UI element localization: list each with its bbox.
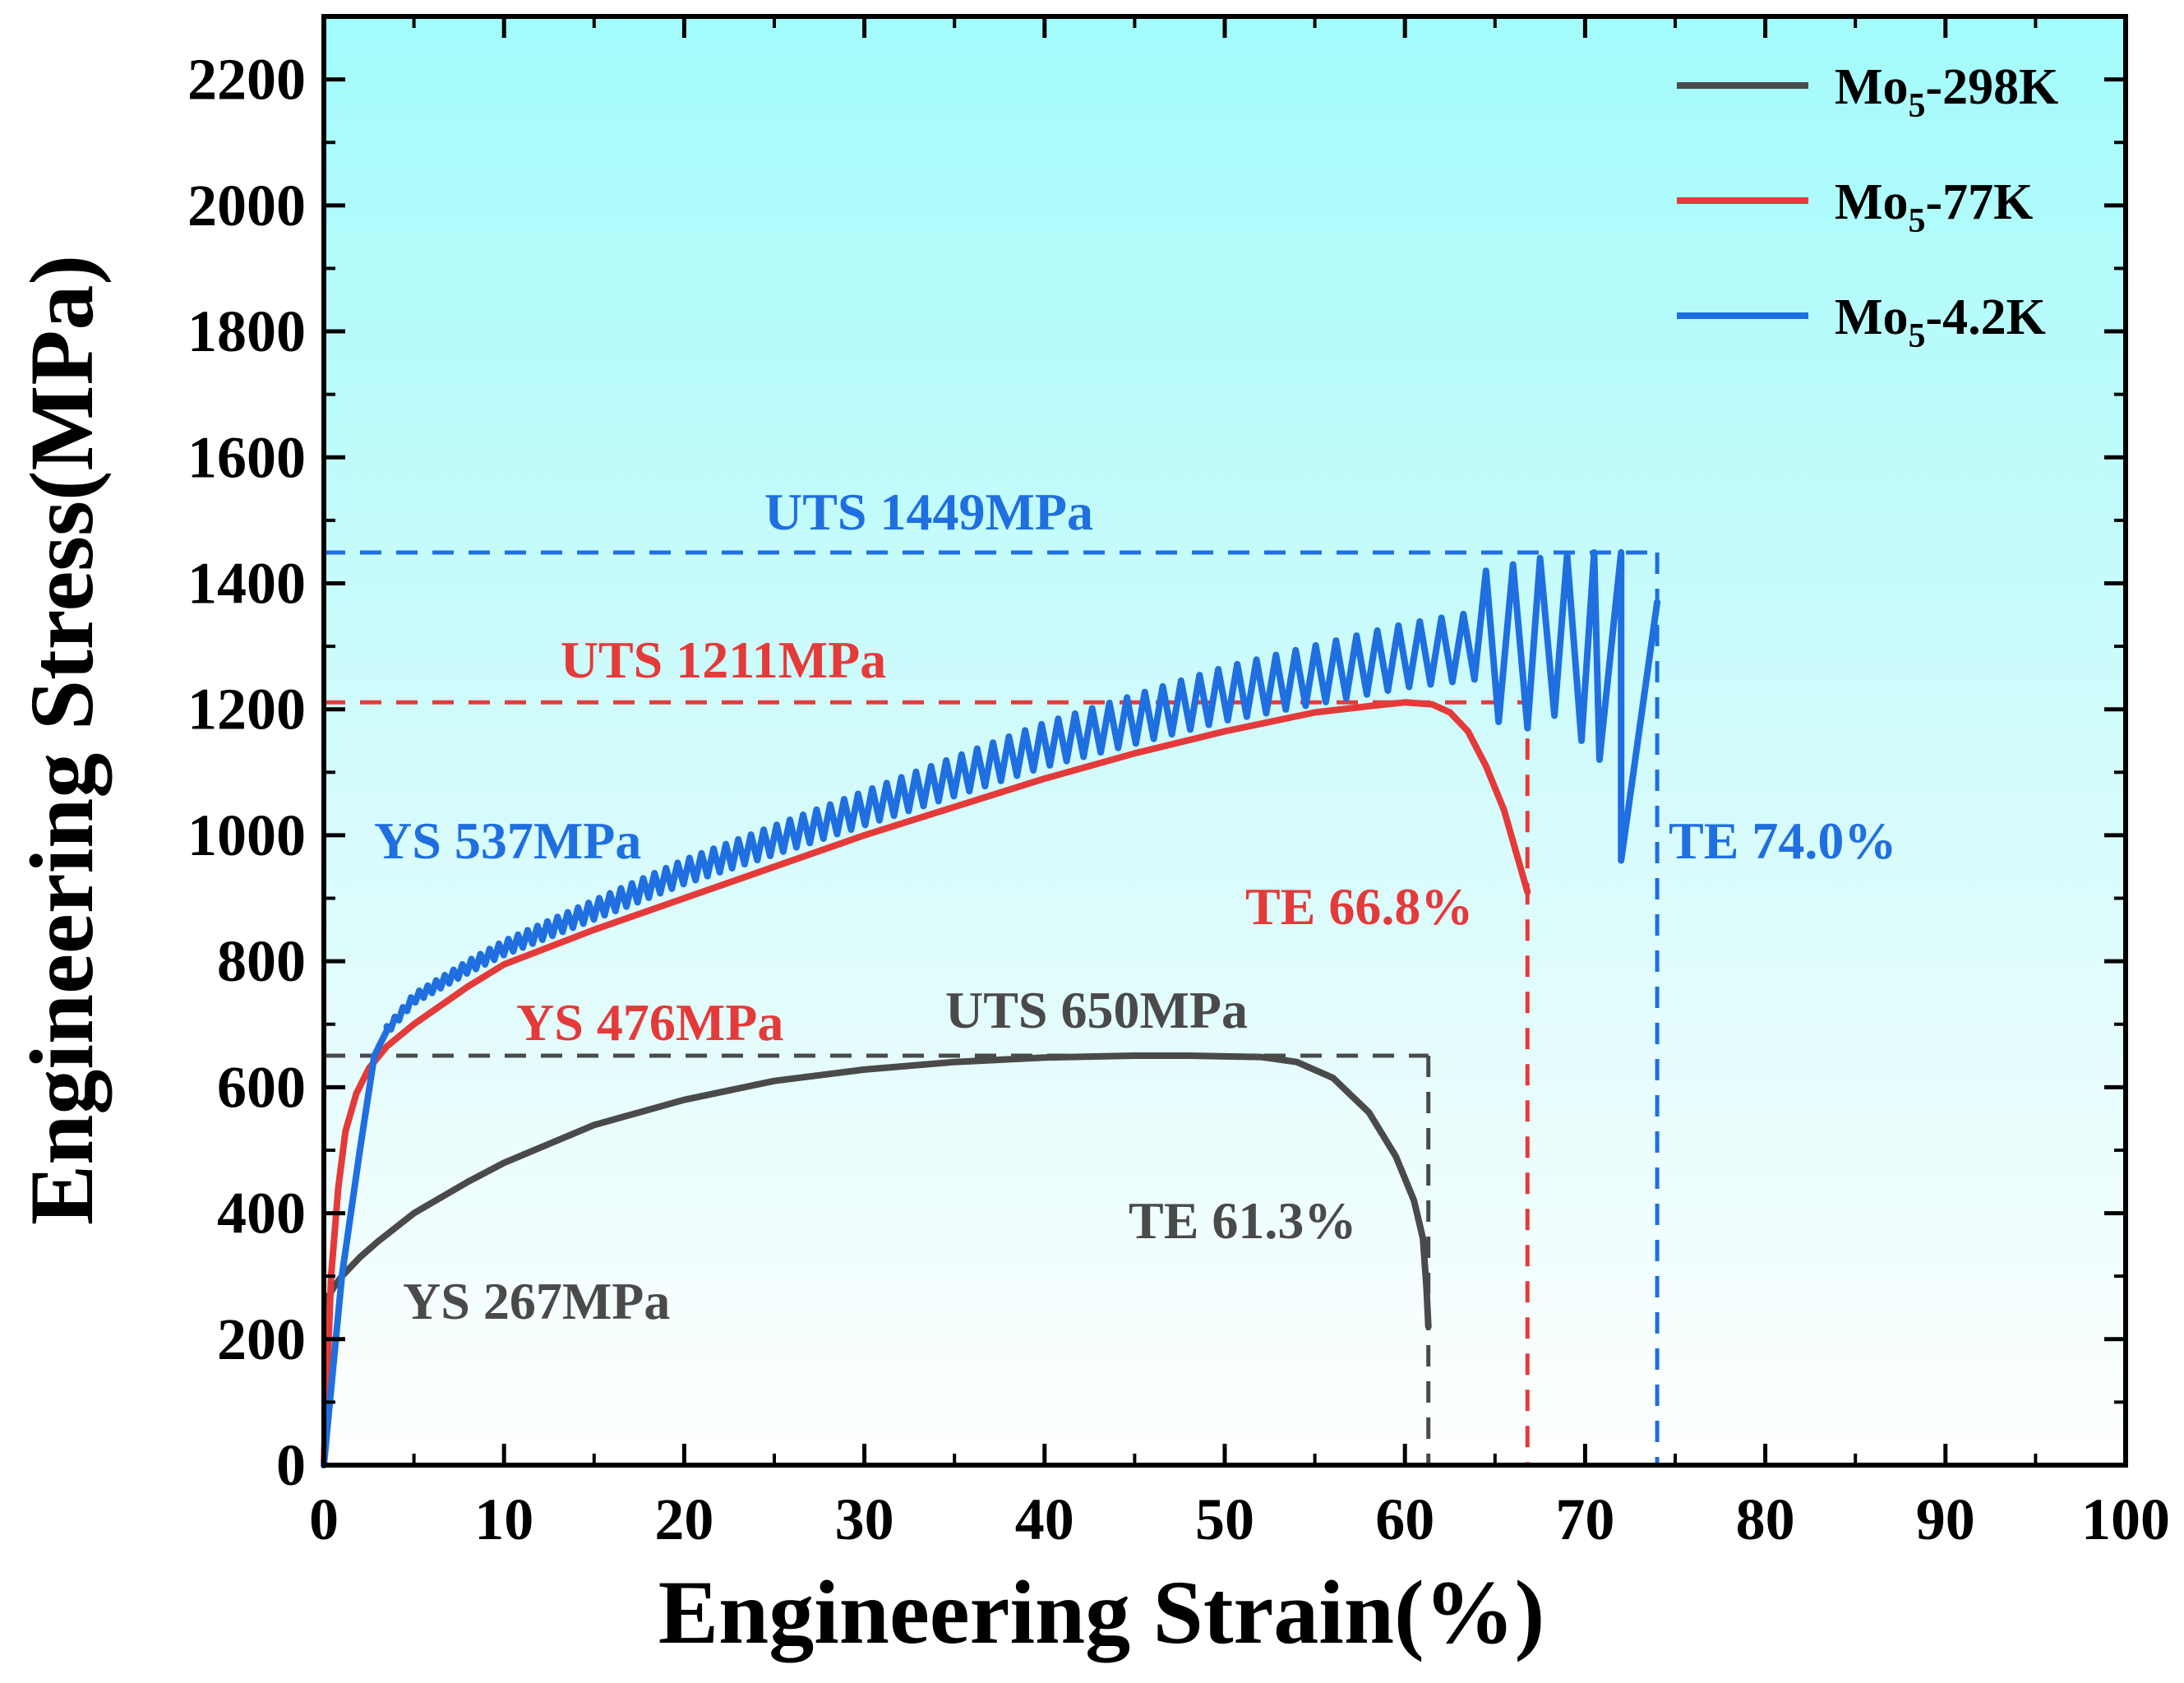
- x-tick-label: 60: [1375, 1486, 1434, 1552]
- series-line-0: [321, 1052, 1432, 1468]
- data-curves: [321, 548, 1661, 1468]
- annotation-ys-298k: YS 267MPa: [403, 1272, 670, 1330]
- annotation-uts-4k: UTS 1449MPa: [764, 483, 1093, 541]
- y-tick-label: 1200: [187, 677, 306, 742]
- x-tick-label: 50: [1195, 1486, 1254, 1552]
- plot-background: [324, 16, 2126, 1465]
- y-tick-label: 800: [217, 928, 306, 994]
- annotation-te-77k: TE 66.8%: [1245, 877, 1473, 936]
- annotation-ys-77k: YS 476MPa: [516, 993, 783, 1052]
- annotation-te-4k: TE 74.0%: [1669, 811, 1896, 870]
- annotation-ys-4k: YS 537MPa: [374, 811, 641, 870]
- y-tick-label: 600: [217, 1054, 306, 1120]
- legend-label-77k: Mo5-77K: [1835, 174, 2033, 240]
- y-tick-label: 1400: [187, 550, 306, 616]
- x-tick-label: 80: [1736, 1486, 1795, 1552]
- x-tick-label: 90: [1916, 1486, 1975, 1552]
- x-tick-label: 70: [1555, 1486, 1614, 1552]
- y-tick-label: 200: [217, 1306, 306, 1372]
- legend-label-4k: Mo5-4.2K: [1835, 289, 2046, 355]
- y-tick-label: 2000: [187, 173, 306, 238]
- legend-label-298k: Mo5-298K: [1835, 59, 2058, 125]
- x-tick-label: 20: [654, 1486, 713, 1552]
- series-line-1: [321, 699, 1531, 1468]
- x-tick-label: 10: [474, 1486, 533, 1552]
- x-tick-label: 40: [1015, 1486, 1074, 1552]
- x-tick-label: 100: [2081, 1486, 2170, 1552]
- x-tick-labels: 0 10 20 30 40 50 60 70 80 90 100: [309, 1486, 2170, 1552]
- series-line-2: [321, 548, 1661, 1468]
- y-tick-labels: 0 200 400 600 800 1000 1200 1400 1600 1800 2000 220…: [187, 47, 306, 1498]
- x-tick-label: 0: [309, 1486, 339, 1552]
- y-tick-label: 1000: [187, 802, 306, 868]
- y-tick-label: 0: [276, 1432, 306, 1498]
- y-axis-title: Engineering Stress(MPa): [12, 255, 112, 1225]
- y-tick-label: 1800: [187, 298, 306, 364]
- axis-ticks: [321, 15, 2128, 1468]
- legend: Mo5-298K Mo5-77K Mo5-4.2K: [1677, 59, 2058, 355]
- x-tick-label: 30: [835, 1486, 894, 1552]
- y-tick-label: 400: [217, 1181, 306, 1246]
- annotation-uts-298k: UTS 650MPa: [945, 981, 1248, 1039]
- annotation-uts-77k: UTS 1211MPa: [561, 631, 886, 689]
- y-tick-label: 2200: [187, 47, 306, 113]
- annotation-te-298k: TE 61.3%: [1129, 1191, 1356, 1250]
- y-tick-label: 1600: [187, 424, 306, 490]
- x-axis-title: Engineering Strain(%): [658, 1562, 1545, 1662]
